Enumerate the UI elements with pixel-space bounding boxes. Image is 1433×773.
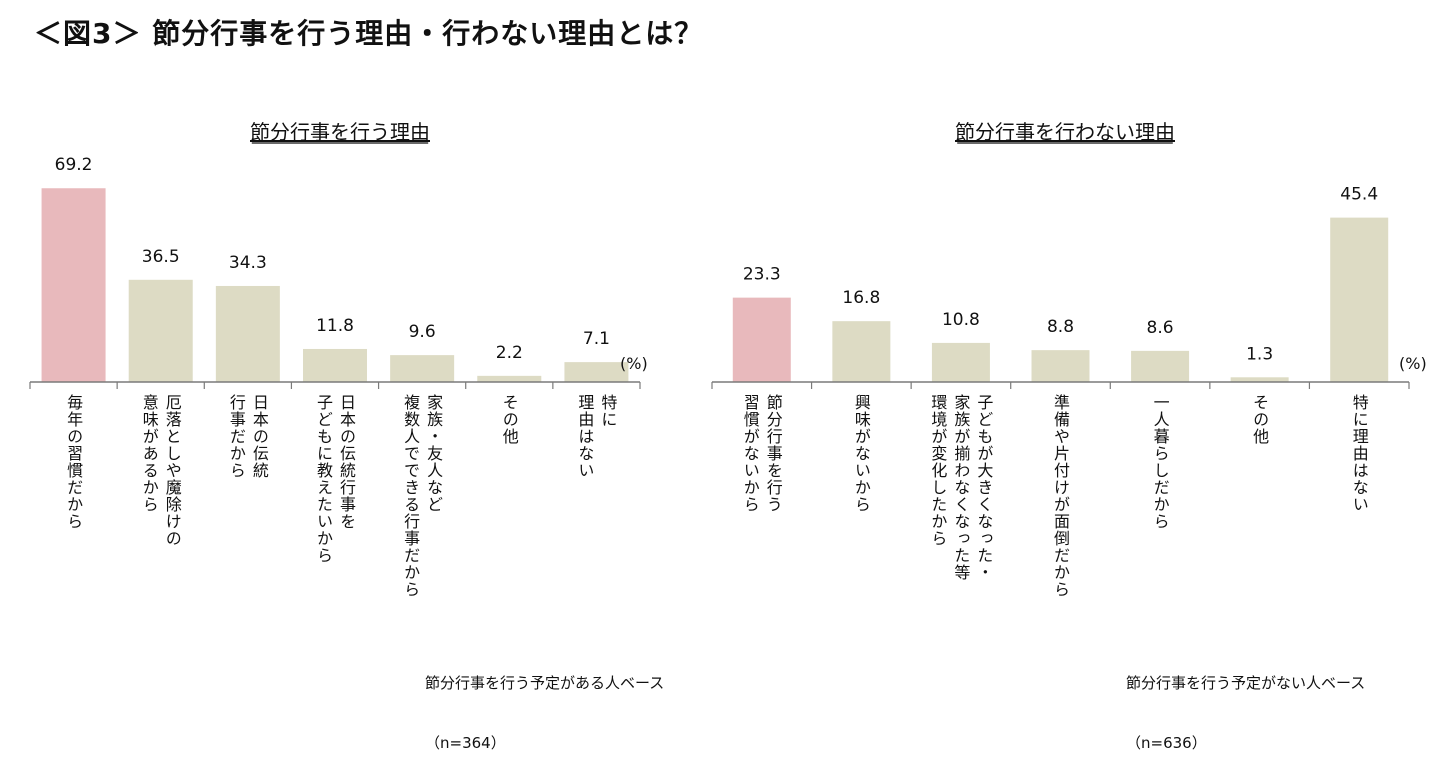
data-label: 2.2 [496, 343, 523, 363]
bar [1230, 377, 1289, 382]
bar [1330, 217, 1389, 382]
category-label: 家族・友人など [424, 394, 443, 513]
category-label: 特に理由はない [1350, 394, 1369, 513]
bar [564, 362, 629, 382]
bar [390, 355, 455, 382]
data-label: 16.8 [842, 288, 880, 308]
category-label: 複数人でできる行事だから [401, 394, 420, 598]
bar [732, 297, 791, 382]
category-label: 日本の伝統行事を [337, 394, 356, 530]
bar [41, 188, 106, 382]
category-label: 興味がないから [852, 394, 871, 513]
base-note-line-1: 節分行事を行う予定がある人ベース [425, 674, 665, 692]
base-note-line-2: （n=364） [425, 734, 506, 752]
data-label: 11.8 [316, 316, 354, 336]
category-label: 節分行事を行う [764, 394, 783, 513]
chart-reasons-do: 節分行事を行う理由 69.2 毎年の習慣だから 36.5 厄落としや魔除けの意味があるか… [29, 120, 648, 598]
data-label: 69.2 [55, 155, 93, 175]
category-label: 厄落としや魔除けの [163, 394, 182, 547]
bar [477, 375, 542, 382]
data-label: 1.3 [1246, 344, 1273, 364]
category-label: 日本の伝統 [250, 394, 269, 479]
data-label: 9.6 [409, 322, 436, 342]
data-label: 8.6 [1147, 318, 1174, 338]
chart-title: 節分行事を行う理由 [250, 120, 430, 144]
data-label: 10.8 [942, 310, 980, 330]
data-label: 8.8 [1047, 317, 1074, 337]
category-label: 子どもが大きくなった・ [974, 394, 993, 581]
data-label: 7.1 [583, 329, 610, 349]
bar [931, 342, 990, 382]
bar [832, 321, 891, 382]
category-label: 環境が変化したから [928, 394, 947, 547]
base-note-line-1: 節分行事を行う予定がない人ベース [1126, 674, 1366, 692]
base-note-dont: 節分行事を行う予定がない人ベース （n=636） [1126, 633, 1365, 773]
bar [1031, 350, 1090, 382]
data-label: 23.3 [743, 265, 781, 285]
category-label: 家族が揃わなくなった等 [951, 394, 970, 581]
data-label: 45.4 [1340, 185, 1378, 205]
category-label: 習慣がないから [741, 394, 760, 513]
category-label: 一人暮らしだから [1151, 394, 1170, 530]
category-label: 子どもに教えたいから [314, 394, 333, 564]
category-label: 行事だから [227, 394, 246, 479]
bar [303, 348, 367, 382]
category-label: その他 [500, 394, 519, 445]
category-label: 理由はない [575, 394, 594, 479]
category-label: その他 [1250, 394, 1269, 445]
bar [215, 285, 280, 382]
data-label: 36.5 [142, 247, 180, 267]
category-label: 意味があるから [140, 393, 159, 513]
category-label: 特に [598, 394, 617, 428]
data-label: 34.3 [229, 253, 267, 273]
category-label: 準備や片付けが面倒だから [1051, 394, 1070, 598]
unit-label: (%) [620, 354, 648, 373]
chart-title: 節分行事を行わない理由 [955, 120, 1175, 144]
unit-label: (%) [1399, 354, 1427, 373]
base-note-line-2: （n=636） [1126, 734, 1207, 752]
page-title: ＜図3＞ 節分行事を行う理由・行わない理由とは？ [34, 17, 704, 50]
bar [128, 279, 193, 382]
category-label: 毎年の習慣だから [64, 394, 83, 530]
bar [1131, 350, 1190, 382]
base-note-do: 節分行事を行う予定がある人ベース （n=364） [425, 633, 664, 773]
